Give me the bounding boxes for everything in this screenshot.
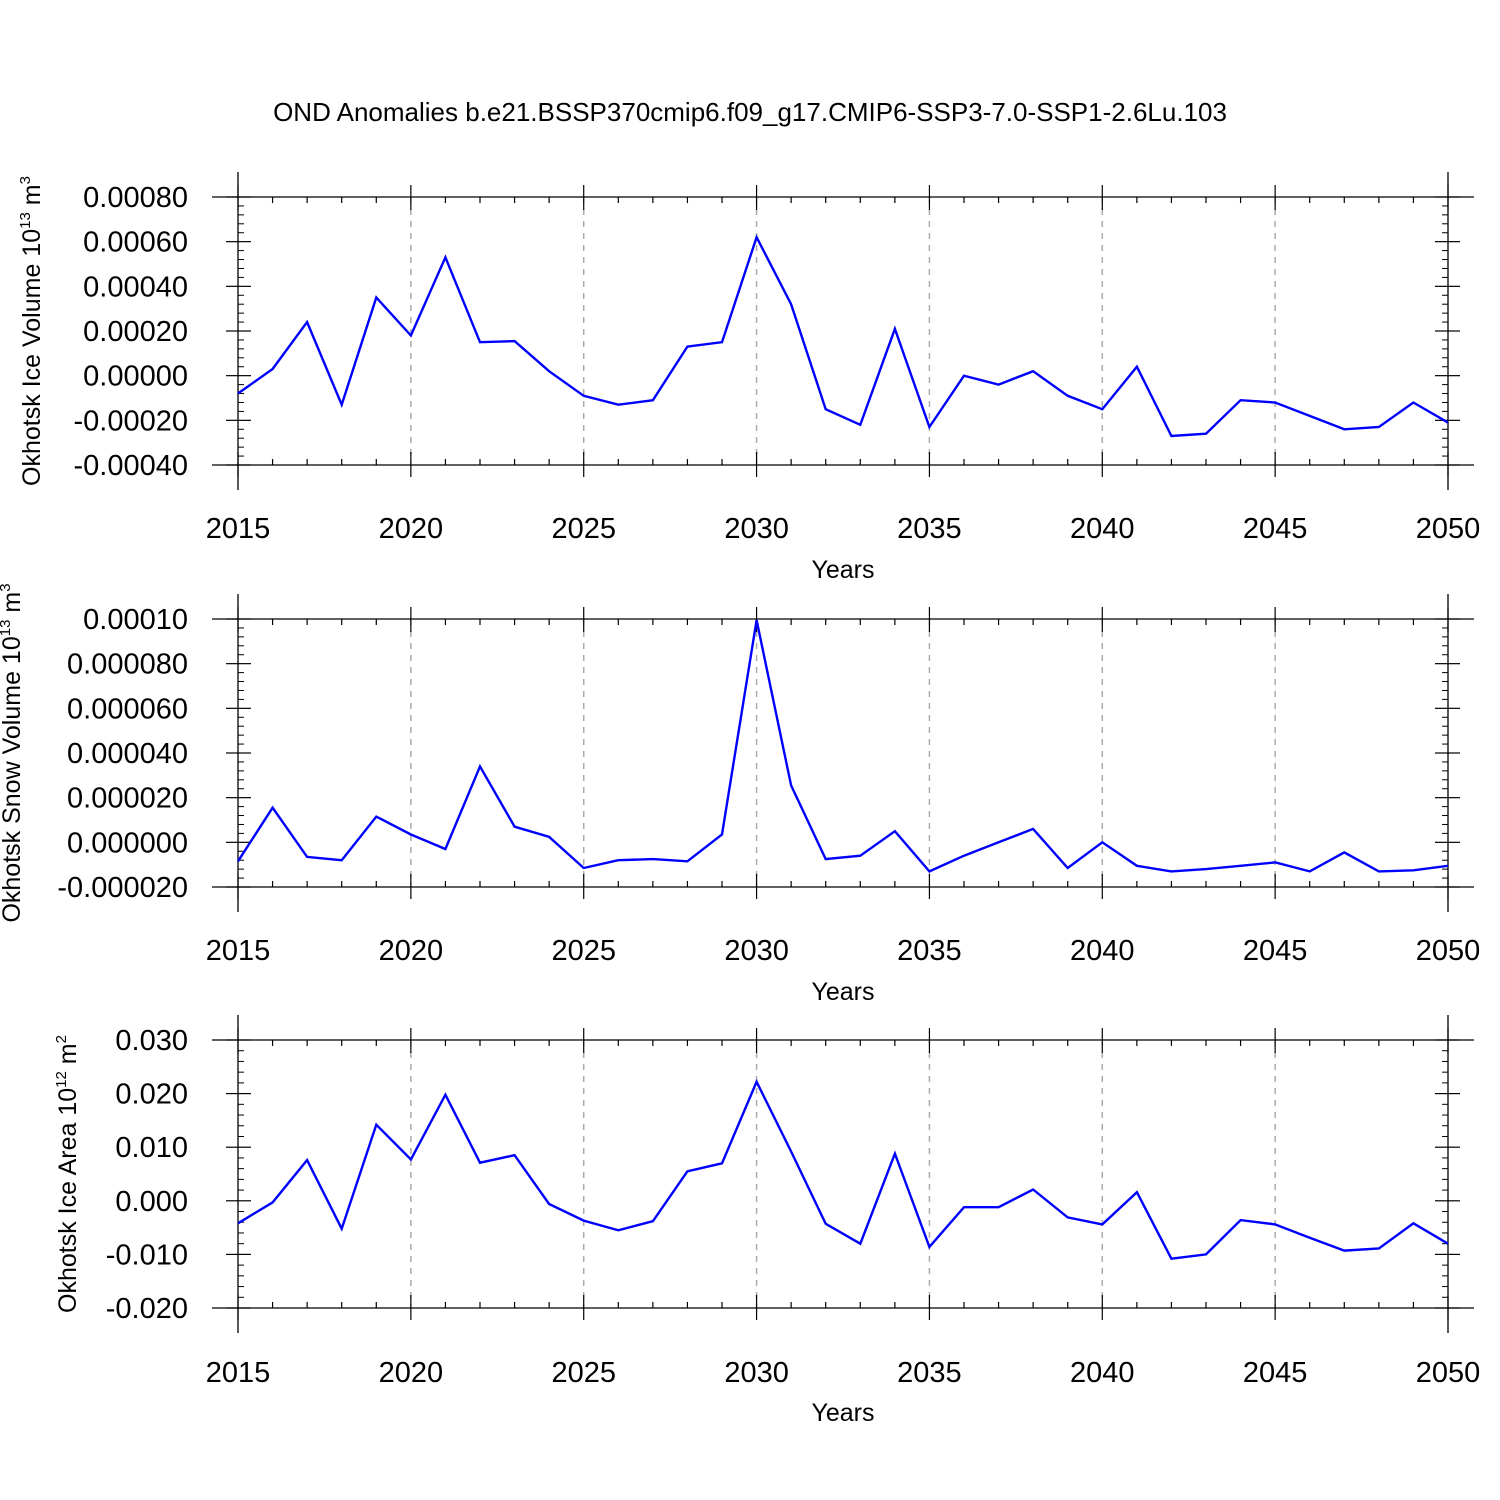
panel-2: -0.000020 0.000000 0.000020 0.000040 0.00006…: [0, 583, 1480, 1006]
x-tick-label: 2020: [379, 935, 444, 967]
x-tick-label: 2030: [724, 513, 789, 545]
y-tick-label: -0.00040: [74, 450, 189, 482]
x-tick-label: 2035: [897, 935, 962, 967]
x-tick-label: 2050: [1416, 513, 1481, 545]
x-tick-label: 2015: [206, 1357, 271, 1389]
x-tick-label: 2040: [1070, 513, 1135, 545]
y-tick-label: 0.000040: [67, 738, 188, 770]
y-axis-label: Okhotsk Snow Volume 1013 m3: [0, 583, 26, 922]
x-tick-label: 2035: [897, 513, 962, 545]
x-tick-label: 2030: [724, 935, 789, 967]
x-tick-label: 2015: [206, 935, 271, 967]
y-tick-label: 0.000080: [67, 649, 188, 681]
x-tick-label: 2040: [1070, 1357, 1135, 1389]
x-tick-label: 2040: [1070, 935, 1135, 967]
x-tick-label: 2025: [551, 935, 616, 967]
x-axis-label: Years: [811, 978, 874, 1006]
y-tick-label: 0.00010: [83, 604, 188, 636]
y-axis-label: Okhotsk Ice Volume 1013 m3: [17, 176, 46, 486]
x-axis-label: Years: [811, 1399, 874, 1427]
y-tick-label: 0.000000: [67, 827, 188, 859]
series-line: [236, 619, 1449, 873]
y-tick-label: 0.000020: [67, 783, 188, 815]
y-tick-label: -0.010: [106, 1239, 188, 1271]
chart-title: OND Anomalies b.e21.BSSP370cmip6.f09_g17…: [273, 97, 1227, 127]
x-tick-label: 2020: [379, 513, 444, 545]
x-tick-label: 2035: [897, 1357, 962, 1389]
y-tick-label: -0.00020: [74, 405, 189, 437]
x-tick-label: 2045: [1243, 935, 1308, 967]
x-tick-label: 2015: [206, 513, 271, 545]
y-tick-label: 0.00020: [83, 316, 188, 348]
x-axis-label: Years: [811, 556, 874, 584]
y-tick-label: 0.00060: [83, 227, 188, 259]
x-tick-label: 2030: [724, 1357, 789, 1389]
x-tick-label: 2045: [1243, 513, 1308, 545]
y-tick-label: 0.030: [115, 1025, 188, 1057]
y-tick-label: -0.000020: [57, 872, 188, 904]
panel-1: -0.00040 -0.00020 0.00000 0.00020 0.00040 0.0…: [17, 172, 1480, 584]
y-tick-label: 0.00080: [83, 182, 188, 214]
y-tick-label: 0.000060: [67, 693, 188, 725]
y-tick-label: 0.00000: [83, 361, 188, 393]
x-tick-label: 2045: [1243, 1357, 1308, 1389]
y-axis-label: Okhotsk Ice Area 1012 m2: [53, 1035, 82, 1313]
panel-3: -0.020 -0.010 0.000 0.010 0.020 0.030 2015 2020…: [53, 1015, 1480, 1427]
series-line: [237, 1078, 1449, 1260]
series-line: [237, 234, 1449, 438]
x-tick-label: 2025: [551, 1357, 616, 1389]
y-tick-label: 0.020: [115, 1079, 188, 1111]
y-tick-label: 0.010: [115, 1132, 188, 1164]
y-tick-label: 0.000: [115, 1186, 188, 1218]
x-tick-label: 2050: [1416, 1357, 1481, 1389]
x-tick-label: 2025: [551, 513, 616, 545]
y-tick-label: 0.00040: [83, 271, 188, 303]
panels: -0.00040 -0.00020 0.00000 0.00020 0.00040 0.0…: [0, 172, 1480, 1427]
x-tick-label: 2020: [379, 1357, 444, 1389]
y-tick-label: -0.020: [106, 1293, 188, 1325]
x-tick-label: 2050: [1416, 935, 1481, 967]
